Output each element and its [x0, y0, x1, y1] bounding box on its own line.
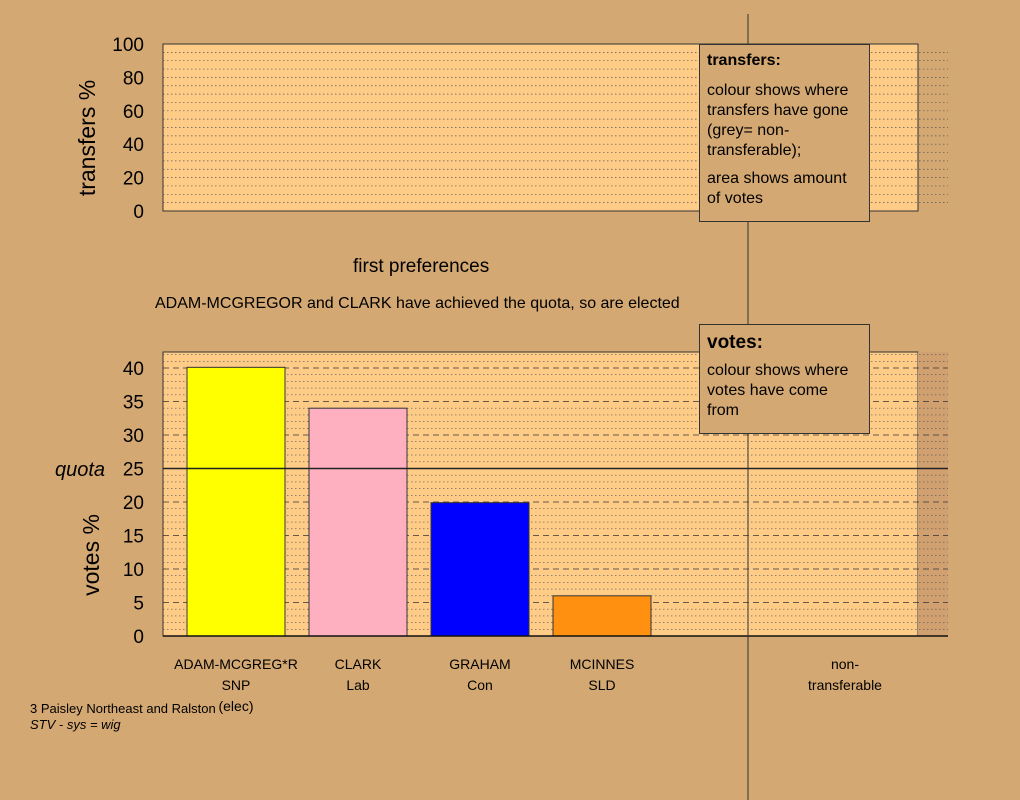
candidate-label-line: (elec)	[218, 698, 253, 714]
constituency-name: 3 Paisley Northeast and Ralston	[30, 701, 216, 716]
votes-plot-right-strip	[918, 352, 948, 636]
votes-y-tick-label: 5	[133, 594, 144, 615]
votes-y-tick-label: 40	[123, 359, 144, 380]
transfers-y-ticks: 0 20 40 60 80 100	[112, 35, 144, 223]
status-message: ADAM-MCGREGOR and CLARK have achieved th…	[155, 295, 680, 312]
transfers-y-axis-label: transfers %	[74, 80, 100, 196]
vote-bar	[308, 407, 408, 637]
votes-y-tick-label: 30	[123, 426, 144, 447]
transfers-y-tick-label: 100	[112, 35, 144, 56]
vote-bar	[552, 595, 652, 637]
votes-y-tick-label: 35	[123, 393, 144, 414]
transfers-legend-box: transfers: colour shows where transfers …	[699, 44, 870, 222]
vote-bar	[430, 502, 530, 637]
votes-y-tick-label: 20	[123, 493, 144, 514]
transfers-y-tick-label: 40	[123, 135, 144, 156]
candidate-label-line: CLARK	[335, 656, 382, 672]
candidate-label-line: SNP	[222, 677, 251, 693]
candidate-label-line: SLD	[588, 677, 615, 693]
non-transferable-label-line2: transferable	[808, 677, 882, 693]
footer: 3 Paisley Northeast and Ralston STV - sy…	[30, 701, 216, 733]
candidate-label-line: Con	[467, 677, 493, 693]
transfers-gridlines	[163, 51, 948, 203]
votes-bars	[186, 366, 652, 637]
non-transferable-label-line1: non-	[831, 656, 859, 672]
vote-bar	[186, 366, 286, 637]
votes-y-tick-label: 25	[123, 460, 144, 481]
votes-legend-title: votes:	[707, 332, 763, 353]
votes-legend-box: votes: colour shows where votes have com…	[699, 324, 870, 434]
transfers-y-tick-label: 20	[123, 169, 144, 190]
transfers-y-tick-label: 80	[123, 68, 144, 89]
system-label: STV - sys = wig	[30, 717, 121, 732]
candidate-label-line: Lab	[346, 677, 370, 693]
candidate-label-line: MCINNES	[570, 656, 635, 672]
candidate-label-line: GRAHAM	[449, 656, 510, 672]
quota-label: quota	[55, 459, 105, 481]
votes-y-tick-label: 10	[123, 560, 144, 581]
transfers-legend-title: transfers:	[707, 52, 781, 69]
votes-legend-text: colour shows where votes have come from	[707, 362, 849, 419]
transfers-legend-text1: colour shows where transfers have gone (…	[707, 82, 849, 159]
votes-y-tick-label: 15	[123, 527, 144, 548]
votes-y-axis-label: votes %	[78, 514, 104, 596]
transfers-y-tick-label: 0	[133, 202, 144, 223]
transfers-y-tick-label: 60	[123, 102, 144, 123]
votes-y-ticks: 0 5 10 15 20 25 30 35 40	[123, 359, 144, 648]
transfers-legend-text2: area shows amount of votes	[707, 170, 847, 207]
votes-y-tick-label: 0	[133, 627, 144, 648]
candidate-label-line: ADAM-MCGREG*R	[174, 656, 298, 672]
candidate-labels: ADAM-MCGREG*R SNP (elec) CLARK Lab GRAHAM Con M…	[174, 656, 634, 714]
first-preferences-label: first preferences	[353, 256, 490, 277]
